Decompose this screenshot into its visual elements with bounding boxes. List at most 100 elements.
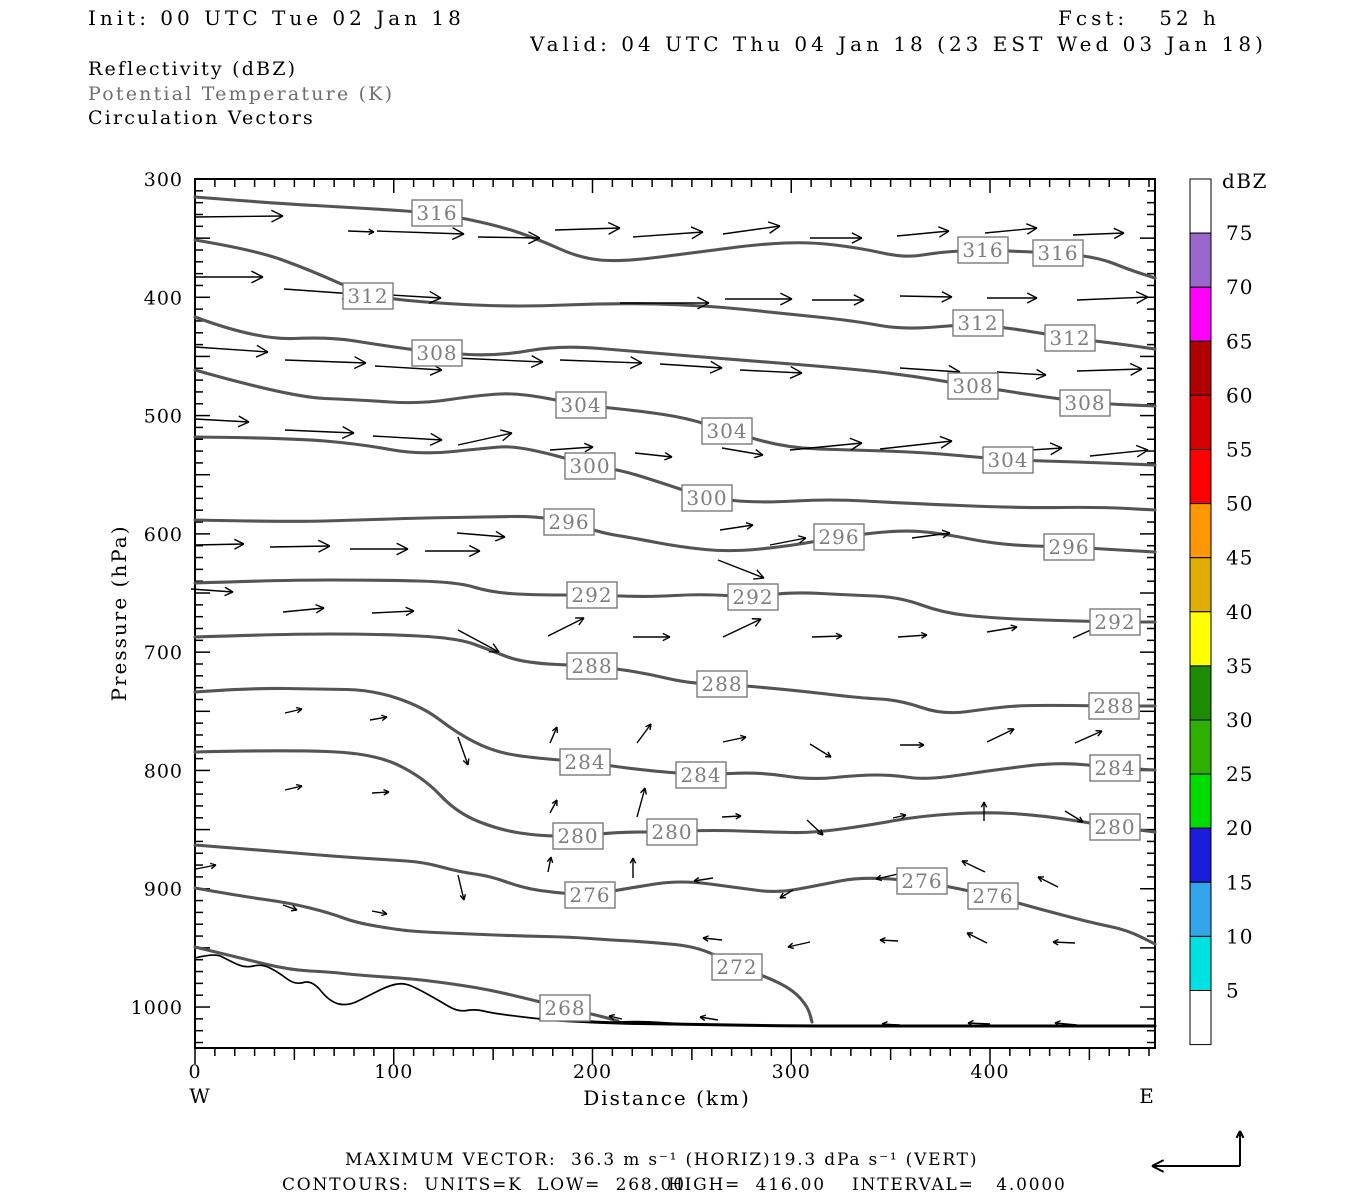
svg-text:15: 15 — [1226, 870, 1253, 894]
colorbar-segment — [1189, 665, 1212, 721]
colorbar-segment — [1189, 773, 1212, 829]
max-vector-vert-caption: 19.3 dPa s⁻¹ (VERT) — [772, 1150, 979, 1170]
svg-text:65: 65 — [1226, 329, 1253, 353]
svg-text:308: 308 — [416, 341, 457, 365]
svg-text:288: 288 — [701, 672, 742, 696]
svg-text:1000: 1000 — [131, 997, 183, 1019]
reference-vector-arrows — [1151, 1130, 1245, 1173]
svg-text:35: 35 — [1226, 654, 1253, 678]
contour-304 — [193, 368, 1157, 467]
svg-text:700: 700 — [144, 642, 183, 664]
svg-text:316: 316 — [1037, 241, 1078, 265]
contour-284 — [193, 686, 1157, 781]
svg-text:25: 25 — [1226, 762, 1253, 786]
svg-text:400: 400 — [970, 1061, 1009, 1083]
svg-text:284: 284 — [680, 763, 721, 787]
axis-ticks — [194, 178, 1155, 1064]
colorbar-segment — [1189, 503, 1212, 559]
colorbar-segment — [1189, 881, 1212, 937]
svg-text:W: W — [189, 1084, 211, 1108]
svg-text:300: 300 — [772, 1061, 811, 1083]
svg-text:312: 312 — [957, 311, 998, 335]
svg-text:296: 296 — [548, 510, 589, 534]
terrain-surface-line — [194, 954, 1157, 1028]
svg-text:288: 288 — [571, 654, 612, 678]
colorbar-segment — [1189, 449, 1212, 505]
svg-text:268: 268 — [544, 996, 585, 1020]
svg-text:284: 284 — [1094, 756, 1135, 780]
svg-text:dBZ: dBZ — [1222, 169, 1268, 193]
field-label-reflectivity: Reflectivity (dBZ) — [88, 58, 298, 80]
svg-text:312: 312 — [1049, 326, 1090, 350]
field-label-circulation-vectors: Circulation Vectors — [88, 107, 315, 129]
contour-316 — [193, 195, 1157, 280]
svg-text:500: 500 — [144, 406, 183, 428]
svg-text:280: 280 — [557, 824, 598, 848]
contours-info-caption: CONTOURS: UNITS=K LOW= 268.00 — [282, 1175, 686, 1195]
init-time-label: Init: 00 UTC Tue 02 Jan 18 — [88, 6, 465, 30]
colorbar-segment — [1189, 286, 1212, 342]
circulation-vectors — [190, 209, 1149, 1028]
svg-text:10: 10 — [1226, 924, 1253, 948]
svg-text:308: 308 — [952, 374, 993, 398]
svg-text:100: 100 — [374, 1061, 413, 1083]
contour-292 — [193, 578, 1157, 624]
svg-text:296: 296 — [1048, 535, 1089, 559]
svg-text:304: 304 — [706, 419, 747, 443]
colorbar-segment — [1189, 394, 1212, 450]
contours-interval-caption: INTERVAL= 4.0000 — [852, 1175, 1067, 1195]
colorbar-segment — [1189, 611, 1212, 667]
axis-tick-labels: 300 400 500 600 700 800 900 1000 0 100 200 300 400 W E… — [107, 169, 1155, 1110]
svg-text:272: 272 — [716, 955, 757, 979]
svg-text:284: 284 — [564, 750, 605, 774]
svg-text:600: 600 — [144, 524, 183, 546]
contour-288 — [193, 632, 1157, 715]
svg-text:70: 70 — [1226, 275, 1253, 299]
svg-text:300: 300 — [569, 454, 610, 478]
svg-text:308: 308 — [1064, 391, 1105, 415]
field-label-potential-temperature: Potential Temperature (K) — [88, 83, 395, 105]
colorbar-segment — [1189, 719, 1212, 775]
colorbar-segment — [1189, 990, 1212, 1046]
svg-text:292: 292 — [571, 583, 612, 607]
svg-text:50: 50 — [1226, 492, 1253, 516]
svg-text:800: 800 — [144, 760, 183, 782]
svg-text:900: 900 — [144, 879, 183, 901]
svg-text:304: 304 — [560, 393, 601, 417]
colorbar-segment — [1189, 178, 1212, 234]
svg-text:30: 30 — [1226, 708, 1253, 732]
dbz-colorbar: 75 70 65 60 55 50 45 40 35 30 25 20 15 10 5 dBZ — [1189, 169, 1268, 1046]
svg-text:5: 5 — [1226, 979, 1240, 1003]
svg-text:60: 60 — [1226, 383, 1253, 407]
svg-text:0: 0 — [188, 1061, 201, 1083]
colorbar-segment — [1189, 557, 1212, 613]
contours-high-caption: HIGH= 416.00 — [668, 1175, 826, 1195]
svg-text:304: 304 — [987, 448, 1028, 472]
svg-text:20: 20 — [1226, 816, 1253, 840]
svg-text:276: 276 — [972, 884, 1013, 908]
svg-text:280: 280 — [651, 820, 692, 844]
svg-text:316: 316 — [962, 238, 1003, 262]
svg-text:280: 280 — [1094, 815, 1135, 839]
axes — [194, 178, 1156, 1049]
svg-text:55: 55 — [1226, 438, 1253, 462]
svg-text:400: 400 — [144, 287, 183, 309]
svg-text:312: 312 — [347, 284, 388, 308]
contour-labels: 316 316 316 312 312 312 308 308 308 304 304 304 300 3… — [342, 199, 1141, 1022]
svg-text:276: 276 — [569, 883, 610, 907]
svg-text:Distance (km): Distance (km) — [583, 1086, 751, 1110]
colorbar-segment — [1189, 340, 1212, 396]
colorbar-segment — [1189, 827, 1212, 883]
forecast-hour-label: Fcst: 52 h — [1058, 6, 1220, 30]
svg-text:Pressure (hPa): Pressure (hPa) — [107, 525, 131, 702]
contour-300 — [193, 435, 1157, 512]
svg-text:E: E — [1139, 1084, 1155, 1108]
svg-text:45: 45 — [1226, 546, 1253, 570]
svg-text:296: 296 — [818, 525, 859, 549]
contour-272 — [193, 886, 814, 1024]
valid-time-label: Valid: 04 UTC Thu 04 Jan 18 (23 EST Wed … — [530, 32, 1267, 56]
svg-text:300: 300 — [144, 169, 183, 191]
contour-296 — [193, 514, 1157, 554]
